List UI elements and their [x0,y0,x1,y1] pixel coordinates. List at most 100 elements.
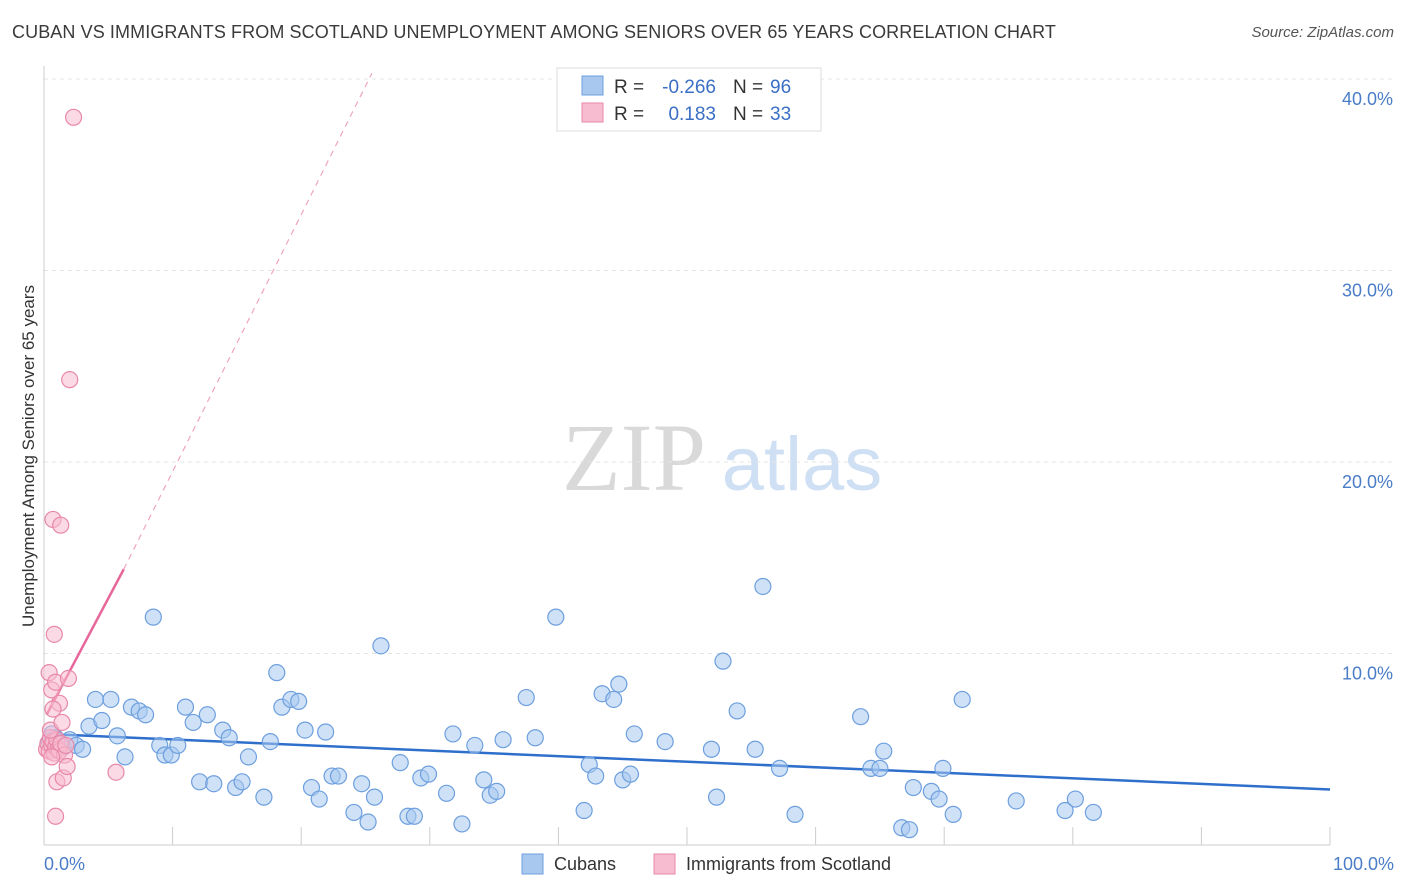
watermark-zip: ZIP [562,404,706,511]
legend-swatch-cubans [581,75,604,96]
cubans-point-63 [526,729,544,747]
axes: 10.0% 20.0% 30.0% 40.0% [43,66,1393,846]
chart-title: CUBAN VS IMMIGRANTS FROM SCOTLAND UNEMPL… [12,22,1057,42]
cubans-point-86 [875,742,893,760]
x-tick-label-min: 0.0% [44,854,85,874]
cubans-point-38 [296,721,314,739]
cubans-point-11 [102,690,120,709]
legend-n-label-scotland: N = [733,104,763,125]
cubans-point-22 [176,698,195,716]
scotland-point-30 [59,669,78,687]
cubans-point-55 [437,784,456,802]
cubans-point-44 [345,803,363,822]
legend-n-value-scotland: 33 [770,104,791,125]
series-scotland [37,108,125,825]
cubans-point-47 [365,788,384,806]
cubans-point-79 [746,740,764,758]
cubans-point-78 [728,702,746,720]
bottom-legend-swatch-scotland [653,853,676,875]
cubans-point-95 [1007,792,1025,810]
watermark-atlas: atlas [722,422,883,507]
series-legend: Cubans Immigrants from Scotland [521,853,891,875]
grid-lines [44,78,1392,654]
cubans-point-97 [1066,790,1084,808]
cubans-point-85 [871,759,889,778]
cubans-point-34 [268,664,286,682]
cubans-point-70 [610,675,628,693]
y-tick-label-40: 40.0% [1342,89,1393,109]
cubans-point-72 [621,765,640,783]
legend-n-label-cubans: N = [733,77,763,98]
cubans-point-24 [191,773,209,791]
cubans-point-75 [702,740,721,758]
cubans-point-91 [930,790,948,808]
trend-extension-scotland [123,72,373,570]
cubans-point-98 [1084,803,1102,822]
cubans-point-30 [233,773,251,791]
cubans-point-32 [255,788,273,806]
cubans-point-46 [359,813,377,831]
scotland-point-32 [57,736,75,755]
scotland-point-23 [45,625,63,643]
cubans-point-82 [786,805,804,823]
cubans-point-60 [488,782,506,800]
cubans-point-13 [116,748,134,766]
cubans-point-58 [475,771,493,789]
cubans-point-45 [353,775,371,793]
scotland-point-22 [58,757,76,776]
legend-r-value-cubans: -0.266 [662,77,716,98]
source-label: Source: ZipAtlas.com [1251,24,1394,41]
legend-swatch-scotland [581,102,604,123]
cubans-point-81 [770,759,789,778]
cubans-point-17 [144,608,162,626]
cubans-point-49 [391,754,409,772]
cubans-point-89 [904,778,922,797]
cubans-point-76 [707,788,726,806]
cubans-point-9 [86,690,105,709]
cubans-point-56 [453,815,471,833]
cubans-point-74 [656,732,674,751]
scotland-point-18 [53,713,71,732]
cubans-point-67 [575,801,593,820]
series-cubans [40,577,1102,839]
cubans-point-31 [239,748,258,766]
cubans-point-23 [184,713,202,732]
cubans-point-66 [587,767,605,785]
cubans-point-51 [405,807,423,825]
cubans-point-10 [93,711,111,730]
scotland-point-16 [44,700,62,718]
trend-line-cubans [43,732,1331,791]
cubans-point-64 [547,608,565,626]
y-tick-label-10: 10.0% [1342,664,1393,684]
scotland-point-25 [52,516,70,534]
bottom-legend-label-scotland: Immigrants from Scotland [686,854,891,874]
cubans-point-37 [290,692,308,710]
cubans-point-12 [108,727,126,745]
x-tick-label-max: 100.0% [1333,854,1394,874]
legend-n-value-cubans: 96 [770,77,791,98]
cubans-point-40 [310,790,328,808]
scotland-point-28 [46,807,65,825]
cubans-point-62 [517,688,535,707]
scotland-point-31 [43,748,61,766]
legend-r-label-scotland: R = [614,104,644,125]
cubans-point-80 [754,577,772,596]
cubans-point-57 [466,736,484,755]
cubans-point-96 [1056,801,1074,820]
cubans-point-33 [261,732,279,751]
cubans-point-16 [136,706,155,724]
cubans-point-69 [605,690,623,709]
cubans-point-43 [329,767,348,785]
cubans-point-88 [900,821,919,839]
cubans-point-77 [714,652,732,670]
cubans-point-48 [372,637,390,655]
y-tick-label-20: 20.0% [1342,472,1393,492]
legend-r-value-scotland: 0.183 [668,104,716,125]
cubans-point-21 [169,736,187,755]
cubans-point-54 [444,725,462,743]
cubans-point-41 [317,723,335,741]
cubans-point-93 [944,805,962,823]
y-axis-title: Unemployment Among Seniors over 65 years [19,285,38,627]
cubans-point-94 [953,690,971,709]
